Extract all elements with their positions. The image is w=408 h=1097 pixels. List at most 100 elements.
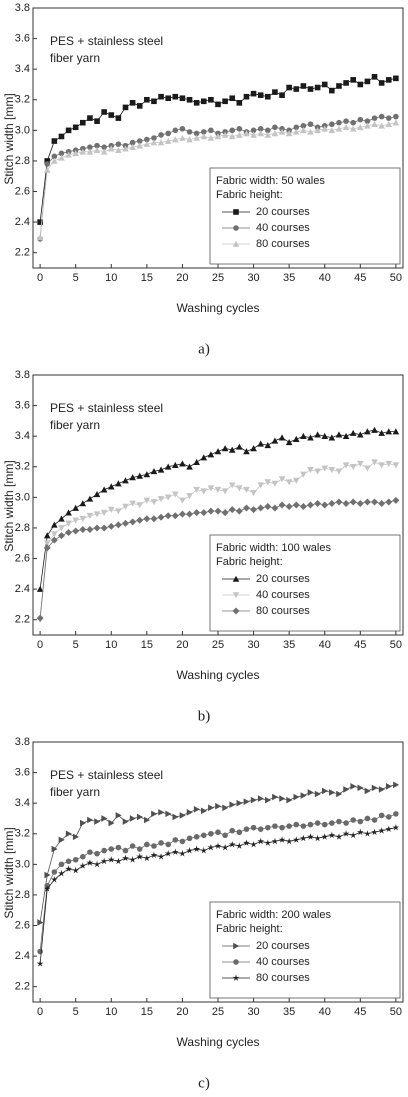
marker <box>143 471 151 478</box>
marker <box>343 820 349 826</box>
marker <box>393 811 399 817</box>
marker <box>314 84 321 91</box>
marker <box>364 465 371 472</box>
y-tick-label: 3.6 <box>15 766 30 778</box>
marker <box>200 807 208 815</box>
marker <box>129 856 137 863</box>
legend-label: 20 courses <box>256 573 310 585</box>
x-tick-label: 45 <box>354 272 366 284</box>
x-axis-title: Washing cycles <box>177 301 260 315</box>
x-tick-label: 15 <box>141 272 153 284</box>
marker <box>186 493 193 500</box>
marker <box>186 463 193 470</box>
marker <box>87 849 93 855</box>
marker <box>371 426 378 433</box>
marker <box>236 100 243 106</box>
marker <box>314 834 322 842</box>
marker <box>115 480 122 487</box>
marker <box>371 828 378 836</box>
marker <box>363 830 371 837</box>
marker <box>65 858 72 865</box>
marker <box>79 148 87 155</box>
marker <box>72 856 79 863</box>
legend-title: Fabric width: 50 wales <box>216 175 325 187</box>
marker <box>293 793 300 801</box>
marker <box>371 817 378 823</box>
marker <box>87 115 93 121</box>
marker <box>243 93 250 100</box>
marker <box>349 498 357 506</box>
marker <box>122 104 129 111</box>
marker <box>321 501 329 509</box>
y-tick-label: 2.6 <box>15 919 30 931</box>
y-tick-label: 3.2 <box>15 828 30 840</box>
marker <box>171 512 179 520</box>
annotation: fiber yarn <box>50 785 100 799</box>
marker <box>236 131 243 138</box>
marker <box>200 509 208 517</box>
marker <box>101 847 107 854</box>
marker <box>164 463 172 470</box>
marker <box>228 446 236 453</box>
marker <box>79 525 87 533</box>
marker <box>171 848 179 856</box>
marker <box>43 544 51 552</box>
chart-panel: 2.2 2.4 2.6 2.8 3.0 3.2 3.4 3.6 3.8 0 5 10 15 20 25 30 3… <box>2 2 404 357</box>
marker <box>179 95 186 102</box>
marker <box>371 115 378 121</box>
marker <box>385 825 393 833</box>
marker <box>328 434 336 441</box>
y-tick-label: 3.6 <box>15 399 30 411</box>
marker <box>193 458 200 465</box>
marker <box>179 838 186 845</box>
legend-marker <box>233 959 239 965</box>
marker <box>257 837 265 845</box>
marker <box>321 787 329 795</box>
marker <box>65 830 72 838</box>
marker <box>329 87 335 94</box>
marker <box>300 83 307 89</box>
marker <box>136 853 144 860</box>
marker <box>51 531 58 538</box>
marker <box>250 506 258 514</box>
marker <box>378 462 385 469</box>
marker <box>314 468 321 475</box>
marker <box>364 78 371 85</box>
legend-title: Fabric height: <box>216 189 283 201</box>
y-axis-title: Stitch width [mm] <box>2 827 16 918</box>
marker <box>65 509 72 516</box>
marker <box>335 125 343 132</box>
marker <box>293 821 300 828</box>
legend-title: Fabric width: 100 wales <box>216 542 331 554</box>
marker <box>300 432 307 439</box>
marker <box>393 781 400 789</box>
marker <box>193 805 200 813</box>
marker <box>79 862 87 869</box>
marker <box>65 520 72 527</box>
marker <box>200 488 208 495</box>
marker <box>51 153 58 160</box>
marker <box>208 127 214 134</box>
marker <box>357 460 364 468</box>
marker <box>242 504 250 512</box>
x-tick-label: 45 <box>354 639 366 651</box>
legend-marker <box>232 575 240 582</box>
legend-label: 40 courses <box>256 222 310 234</box>
marker <box>150 468 158 475</box>
marker <box>172 837 179 843</box>
marker <box>378 80 385 86</box>
marker <box>200 846 208 854</box>
marker <box>285 438 293 446</box>
marker <box>278 476 286 483</box>
legend-label: 80 courses <box>256 972 310 984</box>
marker <box>65 865 73 872</box>
y-tick-label: 3.2 <box>15 94 30 106</box>
marker <box>292 836 300 843</box>
chart-panel: 2.2 2.4 2.6 2.8 3.0 3.2 3.4 3.6 3.8 0 5 10 15 20 25 30 3… <box>2 369 404 724</box>
marker <box>314 127 321 134</box>
x-axis-title: Washing cycles <box>177 668 260 682</box>
marker <box>329 820 335 826</box>
marker <box>329 121 335 128</box>
marker <box>157 139 165 146</box>
marker <box>57 532 65 540</box>
